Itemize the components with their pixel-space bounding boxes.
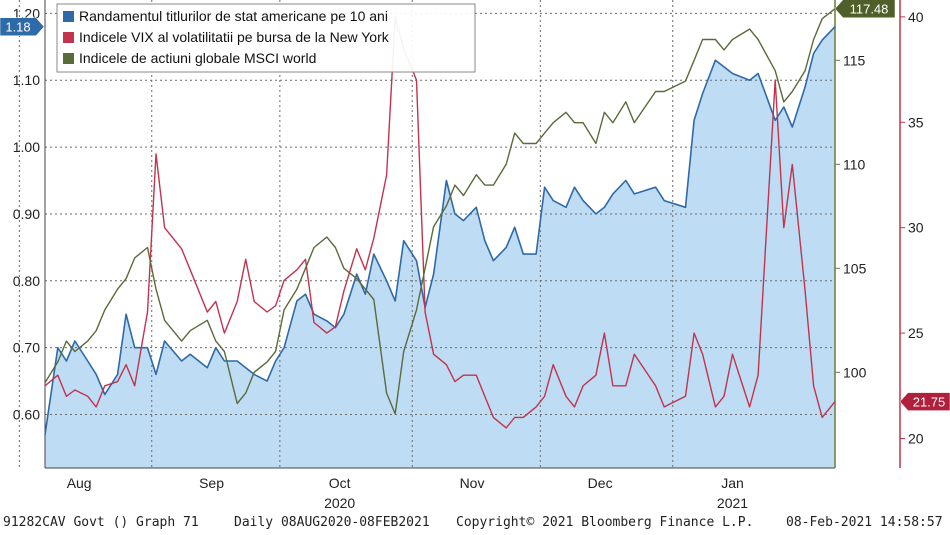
yield-line [44,26,836,435]
secondary-tick-label: 115 [843,52,866,68]
secondary-tick-label: 105 [843,260,867,276]
footer-range: Daily 08AUG2020-08FEB2021 [234,515,430,530]
legend-swatch [63,53,74,64]
msci-last-tag-text: 117.48 [850,2,889,17]
msci-last-tag-shape [834,0,896,18]
left-tick-label: 0.90 [13,206,40,222]
x-month-label: Oct [329,475,351,491]
footer-bar: 91282CAV Govt () Graph 71 Daily 08AUG202… [0,515,950,535]
chart-svg: 0.60 0.70 0.80 0.90 1.00 1.10 1.20 100 105 110 115… [0,0,950,511]
secondary-tick-label: 100 [843,364,867,380]
left-tick-label: 0.70 [13,340,40,356]
legend-swatch [63,11,74,22]
x-month-label: Sep [199,475,224,491]
legend-label: Indicele VIX al volatilitatii pe bursa d… [79,29,390,45]
left-tick-label: 0.80 [13,273,40,289]
vix-last-tag-shape [899,392,950,411]
x-month-label: Jan [721,475,744,491]
right-tick-label: 20 [908,430,924,446]
vix-last-tag-text: 21.75 [913,395,946,410]
right-tick-label: 35 [908,114,924,130]
x-year-label: 2020 [324,495,355,511]
footer-copyright: Copyright© 2021 Bloomberg Finance L.P. [456,515,754,530]
right-tick-label: 40 [908,9,924,25]
legend-swatch [63,32,74,43]
left-tick-label: 1.20 [13,5,40,21]
vix-line [44,16,836,429]
left-tick-label: 1.10 [13,72,40,88]
left-tick-label: 0.60 [13,407,40,423]
right-tick-label: 25 [908,325,924,341]
secondary-tick-label: 110 [843,156,866,172]
yield-area-fill [45,26,835,468]
msci-line [44,8,836,415]
x-year-label: 2021 [717,495,748,511]
legend-box [56,3,476,73]
footer-timestamp: 08-Feb-2021 14:58:57 [786,515,943,530]
yield-last-tag-shape [0,17,45,36]
right-tick-label: 30 [908,220,924,236]
legend-label: Randamentul titlurilor de stat americane… [79,8,388,24]
left-tick-label: 1.00 [13,139,40,155]
x-month-label: Nov [460,475,485,491]
footer-security: 91282CAV Govt () Graph 71 [3,515,199,530]
x-month-label: Aug [67,475,92,491]
x-month-label: Dec [588,475,613,491]
legend-label: Indicele de actiuni globale MSCI world [79,50,316,66]
yield-last-tag-text: 1.18 [5,20,30,35]
